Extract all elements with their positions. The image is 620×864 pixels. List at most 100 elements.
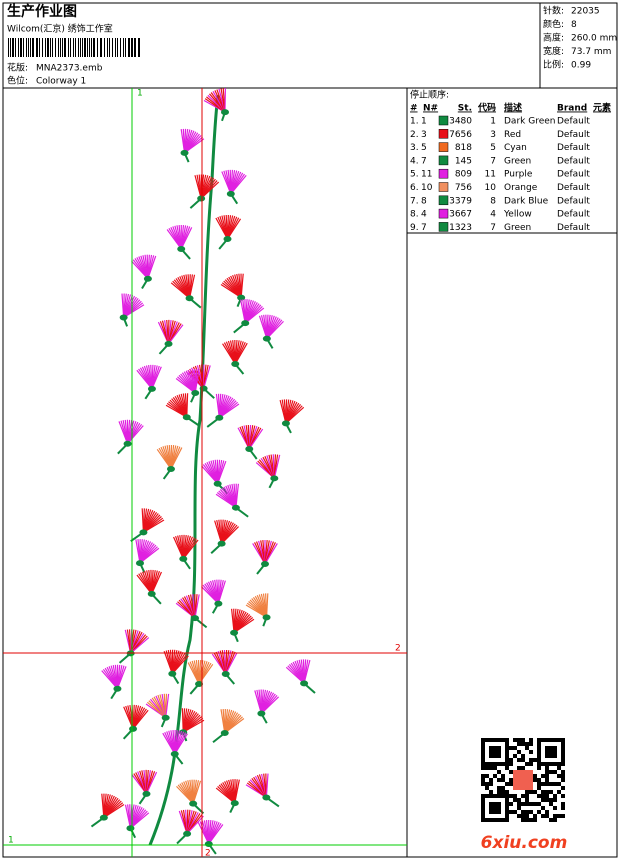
row-index: 6. — [410, 183, 419, 193]
bar — [55, 38, 56, 57]
color-swatch — [439, 129, 448, 138]
bar — [134, 38, 136, 57]
qr-module — [549, 802, 553, 806]
bar — [120, 38, 121, 57]
bar — [84, 38, 86, 57]
calyx — [263, 614, 271, 620]
qr-module — [525, 798, 529, 802]
qr-module — [521, 818, 525, 822]
bar — [58, 38, 59, 57]
qr-module — [537, 778, 541, 782]
bar — [123, 38, 124, 57]
qr-module — [501, 774, 505, 778]
bar — [10, 38, 11, 57]
qr-module — [493, 762, 497, 766]
qr-module — [481, 746, 485, 750]
qr-module — [509, 778, 513, 782]
qr-module — [489, 806, 493, 810]
row-needle: 8 — [421, 196, 427, 206]
row-index: 5. — [410, 170, 419, 180]
qr-module — [497, 794, 501, 798]
calyx — [261, 561, 269, 567]
qr-module — [505, 790, 509, 794]
qr-module — [545, 774, 549, 778]
qr-module — [505, 806, 509, 810]
calyx — [183, 414, 191, 420]
qr-module — [553, 770, 557, 774]
stat-value: 0.99 — [571, 61, 591, 71]
color-swatch — [439, 116, 448, 125]
qr-module — [517, 742, 521, 746]
qr-module — [545, 794, 549, 798]
calyx — [162, 715, 170, 721]
bar — [89, 38, 90, 57]
watermark: 6xiu.com — [481, 833, 568, 853]
calyx — [120, 314, 128, 320]
row-description: Green — [504, 156, 531, 166]
qr-module — [505, 798, 509, 802]
qr-module — [509, 782, 513, 786]
qr-module — [537, 762, 541, 766]
row-description: Dark Green — [504, 117, 555, 127]
qr-module — [521, 810, 525, 814]
calyx — [171, 751, 179, 757]
calyx — [189, 801, 197, 807]
calyx — [257, 711, 265, 717]
qr-module — [497, 762, 501, 766]
qr-module — [493, 818, 497, 822]
row-stitches: 3480 — [449, 117, 472, 127]
qr-module — [553, 746, 557, 750]
row-code: 7 — [490, 223, 496, 233]
color-swatch — [439, 222, 448, 231]
qr-module — [497, 746, 501, 750]
qr-module — [505, 758, 509, 762]
guide-label: 2 — [205, 849, 211, 859]
calyx — [227, 191, 235, 197]
row-stitches: 809 — [455, 170, 472, 180]
bar — [104, 38, 105, 57]
calyx — [200, 386, 208, 392]
qr-module — [489, 790, 493, 794]
qr-module — [549, 770, 553, 774]
qr-module — [485, 762, 489, 766]
qr-module — [497, 770, 501, 774]
qr-module — [517, 814, 521, 818]
row-code: 3 — [490, 130, 496, 140]
row-stitches: 3667 — [449, 210, 472, 220]
qr-module — [493, 754, 497, 758]
bar — [45, 38, 46, 57]
bar — [26, 38, 27, 57]
qr-module — [521, 794, 525, 798]
qr-module — [489, 762, 493, 766]
qr-module — [481, 794, 485, 798]
qr-module — [549, 746, 553, 750]
qr-module — [485, 782, 489, 786]
qr-module — [501, 762, 505, 766]
qr-module — [541, 738, 545, 742]
row-index: 9. — [410, 223, 419, 233]
color-swatch — [439, 156, 448, 165]
qr-module — [529, 750, 533, 754]
calyx — [165, 341, 173, 347]
qr-module — [533, 790, 537, 794]
calyx — [221, 730, 229, 736]
qr-module — [525, 810, 529, 814]
qr-module — [489, 782, 493, 786]
qr-module — [497, 750, 501, 754]
qr-module — [505, 802, 509, 806]
qr-logo — [513, 770, 533, 790]
qr-module — [529, 790, 533, 794]
stat-value: 8 — [571, 20, 577, 30]
qr-module — [505, 794, 509, 798]
qr-module — [557, 782, 561, 786]
bar — [70, 38, 71, 57]
qr-module — [553, 798, 557, 802]
qr-module — [549, 754, 553, 758]
qr-module — [521, 754, 525, 758]
column-header: # — [410, 104, 418, 114]
bar — [109, 38, 110, 57]
qr-module — [545, 754, 549, 758]
calyx — [224, 236, 232, 242]
calyx — [214, 601, 222, 607]
qr-module — [489, 802, 493, 806]
